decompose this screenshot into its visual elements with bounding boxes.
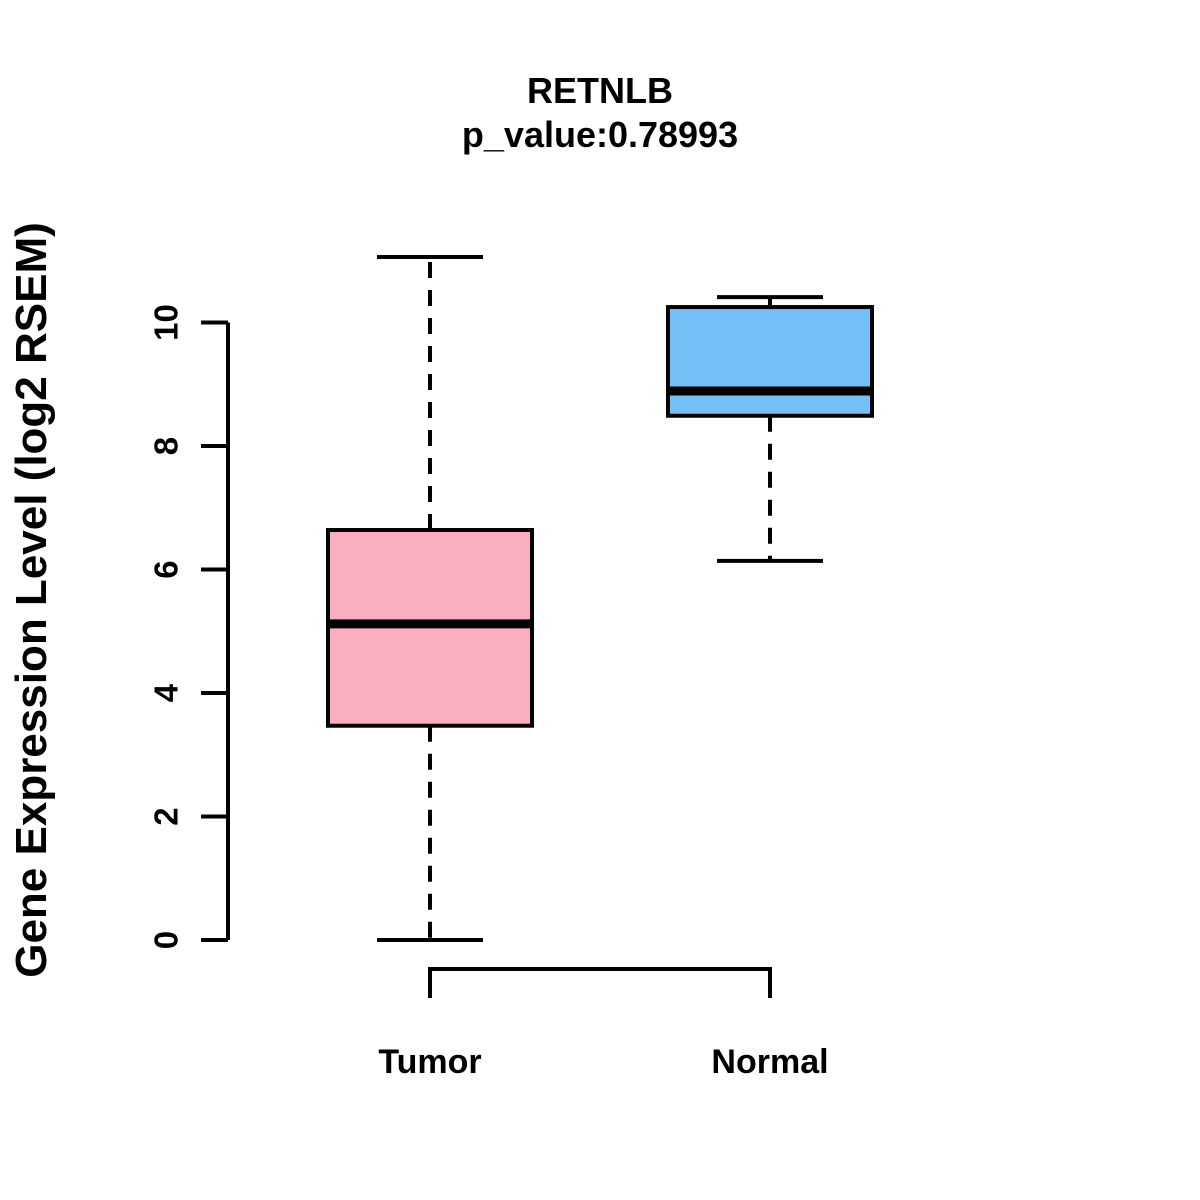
y-tick-label: 2 (148, 807, 185, 825)
category-label-normal: Normal (711, 1043, 828, 1081)
category-label-tumor: Tumor (378, 1043, 481, 1081)
y-tick-label: 4 (148, 683, 185, 702)
y-tick-label: 6 (148, 560, 185, 578)
y-tick-label: 0 (148, 931, 185, 949)
x-axis-bracket (428, 967, 772, 998)
y-tick-label: 10 (148, 304, 185, 341)
y-tick-label: 8 (148, 437, 185, 455)
box-normal (666, 305, 874, 418)
chart-title: RETNLB (527, 70, 673, 111)
chart-subtitle: p_value:0.78993 (461, 114, 739, 155)
